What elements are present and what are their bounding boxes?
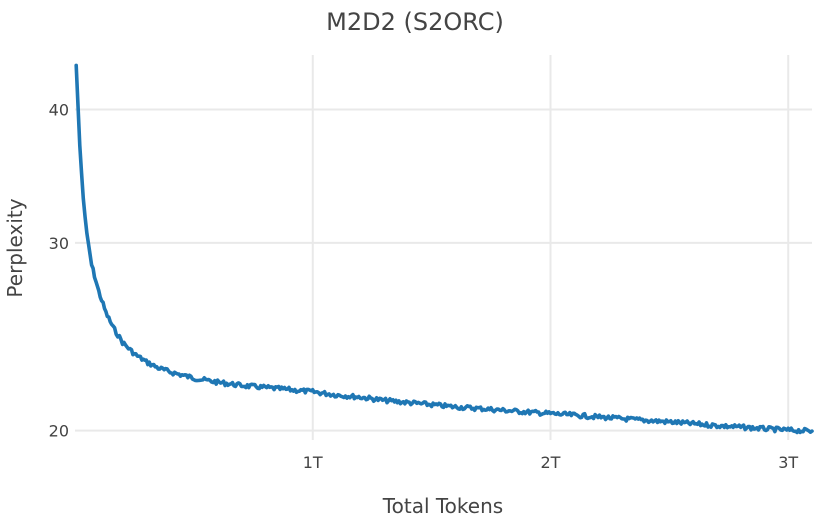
x-tick-label: 3T xyxy=(778,453,798,472)
y-tick-label: 30 xyxy=(49,234,69,253)
x-tick-label: 2T xyxy=(541,453,561,472)
x-tick-label: 1T xyxy=(303,453,323,472)
perplexity-series-line xyxy=(74,63,814,435)
x-tick-labels: 1T 2T 3T xyxy=(303,453,799,472)
y-tick-labels: 20 30 40 xyxy=(49,101,69,441)
y-tick-label: 40 xyxy=(49,101,69,120)
chart-title: M2D2 (S2ORC) xyxy=(326,8,504,36)
gridlines xyxy=(75,55,812,440)
y-axis-label: Perplexity xyxy=(3,198,27,297)
series-layer xyxy=(74,63,814,435)
y-tick-label: 20 xyxy=(49,422,69,441)
x-axis-label: Total Tokens xyxy=(382,494,503,518)
